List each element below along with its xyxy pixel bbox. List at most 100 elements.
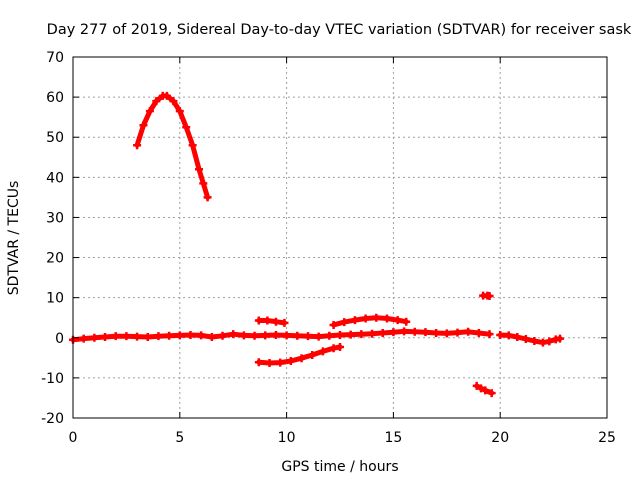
data-point: [496, 330, 505, 339]
data-series-arc-2: [69, 327, 494, 344]
y-tick-label: 10: [46, 291, 64, 307]
data-point: [545, 337, 554, 346]
data-point: [175, 107, 184, 116]
data-point: [111, 332, 120, 341]
data-point: [162, 91, 171, 100]
data-point: [152, 97, 161, 106]
y-tick-label: 30: [46, 210, 64, 226]
data-point: [368, 329, 377, 338]
data-point: [472, 381, 481, 390]
data-point: [481, 386, 490, 395]
data-point: [410, 327, 419, 336]
data-point: [303, 332, 312, 341]
data-point: [175, 331, 184, 340]
data-point: [145, 107, 154, 116]
data-point: [361, 314, 370, 323]
data-point: [165, 331, 174, 340]
series-trace: [256, 318, 287, 326]
data-point: [556, 334, 565, 343]
x-axis-label: GPS time / hours: [281, 459, 398, 475]
data-point: [199, 179, 208, 188]
data-point: [263, 316, 272, 325]
x-tick-label: 10: [278, 430, 296, 446]
data-point: [357, 330, 366, 339]
series-trace: [70, 328, 492, 343]
data-points: [69, 91, 565, 398]
data-point: [442, 329, 451, 338]
data-series-arc-4: [254, 343, 344, 368]
data-point: [372, 313, 381, 322]
data-point: [133, 141, 142, 150]
data-point: [182, 123, 191, 132]
y-tick-label: -10: [41, 371, 64, 387]
data-point: [254, 316, 263, 325]
data-point: [432, 328, 441, 337]
x-tick-label: 15: [384, 430, 402, 446]
x-tick-label: 25: [598, 430, 616, 446]
data-point: [474, 328, 483, 337]
data-point: [218, 331, 227, 340]
y-tick-label: 40: [46, 170, 64, 186]
y-axis-label: SDTVAR / TECUs: [6, 181, 22, 296]
data-point: [254, 358, 263, 367]
data-point: [378, 328, 387, 337]
data-series-arc-6: [479, 291, 494, 301]
data-point: [485, 330, 494, 339]
y-tick-label: -20: [41, 411, 64, 427]
data-series-arc-8: [496, 330, 565, 347]
y-tick-label: 60: [46, 90, 64, 106]
data-point: [276, 358, 285, 367]
data-point: [195, 165, 204, 174]
data-point: [265, 359, 274, 368]
data-point: [207, 332, 216, 341]
data-point: [293, 331, 302, 340]
data-point: [393, 316, 402, 325]
x-tick-label: 20: [491, 430, 509, 446]
data-series-arc-1: [133, 91, 212, 202]
data-point: [188, 141, 197, 150]
data-point: [139, 121, 148, 130]
data-point: [325, 331, 334, 340]
data-point: [297, 354, 306, 363]
data-point: [280, 318, 289, 327]
data-point: [229, 330, 238, 339]
data-point: [329, 320, 338, 329]
plot-frame: [72, 56, 608, 419]
chart-title: Day 277 of 2019, Sidereal Day-to-day VTE…: [47, 22, 632, 38]
data-series-arc-5: [329, 313, 411, 329]
data-point: [400, 327, 409, 336]
data-point: [271, 317, 280, 326]
data-point: [154, 332, 163, 341]
data-point: [169, 97, 178, 106]
data-point: [487, 389, 496, 398]
data-point: [402, 317, 411, 326]
y-tick-label: 50: [46, 130, 64, 146]
data-point: [336, 343, 344, 352]
data-point: [90, 333, 99, 342]
data-point: [318, 347, 327, 356]
data-point: [340, 318, 349, 327]
data-point: [261, 331, 270, 340]
series-trace: [256, 344, 343, 366]
data-point: [476, 384, 485, 393]
data-point: [271, 330, 280, 339]
data-point: [513, 332, 522, 341]
data-point: [521, 334, 530, 343]
y-tick-label: 70: [46, 50, 64, 66]
data-point: [239, 331, 248, 340]
x-tick-label: 0: [69, 430, 78, 446]
data-point: [485, 292, 494, 301]
data-point: [203, 193, 212, 202]
data-point: [350, 316, 359, 325]
y-tick-label: 20: [46, 251, 64, 267]
y-tick-label: 0: [55, 331, 64, 347]
data-series-arc-3: [254, 316, 289, 327]
data-point: [197, 331, 206, 340]
data-point: [504, 331, 513, 340]
data-point: [122, 332, 131, 341]
data-point: [286, 357, 295, 366]
data-point: [79, 334, 88, 343]
data-point: [346, 330, 355, 339]
data-point: [421, 328, 430, 337]
